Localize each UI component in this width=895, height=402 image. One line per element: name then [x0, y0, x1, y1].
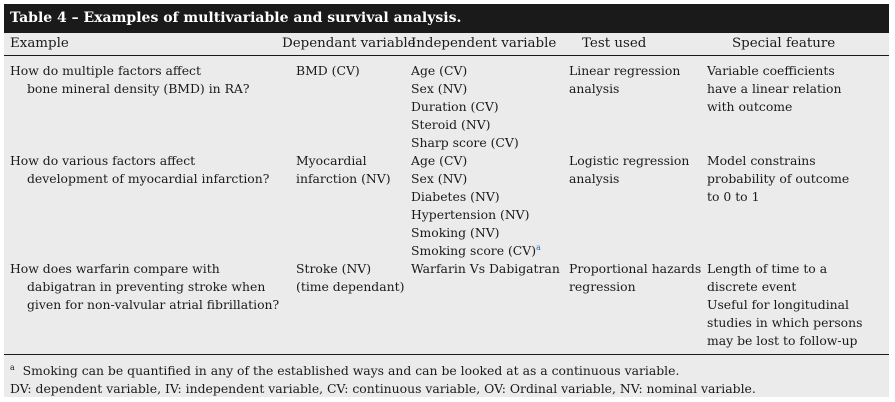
cell-line: may be lost to follow-up: [707, 333, 858, 348]
header-dependent: Dependant variable: [280, 33, 416, 56]
cell-line: Sex (NV): [411, 171, 468, 186]
cell-line: analysis: [569, 171, 620, 186]
cell-text: Smoking score (CV): [411, 243, 537, 258]
cell-line: Warfarin Vs Dabigatran: [411, 261, 560, 276]
cell-line: Variable coefficients: [707, 63, 835, 78]
table-row: How do multiple factors affect bone mine…: [4, 56, 889, 153]
cell-line: Myocardial: [296, 153, 367, 168]
cell-line: Model constrains: [707, 153, 816, 168]
cell-line: BMD (CV): [296, 63, 360, 78]
cell-line: to 0 to 1: [707, 189, 760, 204]
cell-independent: Age (CV) Sex (NV) Duration (CV) Steroid …: [408, 56, 566, 153]
cell-line: Linear regression: [569, 63, 681, 78]
abbreviations: DV: dependent variable, IV: independent …: [10, 381, 756, 396]
cell-line: given for non-valvular atrial fibrillati…: [27, 297, 280, 312]
footnote-marker-link[interactable]: a: [536, 242, 541, 252]
cell-dependent: Myocardial infarction (NV): [280, 152, 408, 260]
cell-line: Steroid (NV): [411, 117, 491, 132]
footnote-text: Smoking can be quantified in any of the …: [22, 363, 680, 378]
cell-line: Duration (CV): [411, 99, 499, 114]
header-special: Special feature: [704, 33, 889, 56]
cell-line: Hypertension (NV): [411, 207, 530, 222]
header-independent: Independent variable: [408, 33, 566, 56]
footnote: a Smoking can be quantified in any of th…: [10, 362, 883, 380]
cell-line: Length of time to a: [707, 261, 828, 276]
cell-line: have a linear relation: [707, 81, 842, 96]
cell-special: Model constrains probability of outcome …: [704, 152, 889, 260]
cell-line: Smoking (NV): [411, 225, 500, 240]
cell-line: Age (CV): [411, 153, 468, 168]
cell-line: dabigatran in preventing stroke when: [27, 279, 266, 294]
cell-special: Length of time to a discrete event Usefu…: [704, 260, 889, 355]
cell-example: How does warfarin compare with dabigatra…: [4, 260, 280, 355]
cell-independent: Age (CV) Sex (NV) Diabetes (NV) Hyperten…: [408, 152, 566, 260]
cell-line: infarction (NV): [296, 171, 391, 186]
cell-example: How do multiple factors affect bone mine…: [4, 56, 280, 153]
table-footnotes: a Smoking can be quantified in any of th…: [4, 355, 889, 398]
cell-line: Diabetes (NV): [411, 189, 500, 204]
cell-test: Proportional hazards regression: [566, 260, 704, 355]
cell-dependent: Stroke (NV) (time dependant): [280, 260, 408, 355]
cell-line: (time dependant): [296, 279, 405, 294]
header-row: Example Dependant variable Independent v…: [4, 33, 889, 56]
table-row: How does warfarin compare with dabigatra…: [4, 260, 889, 355]
cell-line: discrete event: [707, 279, 797, 294]
footnote-mark: a: [10, 362, 15, 372]
cell-line: Stroke (NV): [296, 261, 372, 276]
cell-line: development of myocardial infarction?: [27, 171, 270, 186]
header-test: Test used: [566, 33, 704, 56]
cell-line: Sex (NV): [411, 81, 468, 96]
cell-line: Proportional hazards: [569, 261, 702, 276]
cell-line: bone mineral density (BMD) in RA?: [27, 81, 250, 96]
cell-line-with-footnote: Smoking score (CV)a: [411, 242, 566, 260]
table-title: Table 4 – Examples of multivariable and …: [4, 4, 889, 33]
header-example: Example: [4, 33, 280, 56]
cell-line: Age (CV): [411, 63, 468, 78]
cell-line: analysis: [569, 81, 620, 96]
cell-line: probability of outcome: [707, 171, 850, 186]
cell-line: Logistic regression: [569, 153, 690, 168]
cell-dependent: BMD (CV): [280, 56, 408, 153]
cell-line: studies in which persons: [707, 315, 863, 330]
cell-line: How do various factors affect: [10, 153, 196, 168]
cell-test: Logistic regression analysis: [566, 152, 704, 260]
cell-independent: Warfarin Vs Dabigatran: [408, 260, 566, 355]
analysis-table: Example Dependant variable Independent v…: [4, 33, 889, 355]
table-container: Table 4 – Examples of multivariable and …: [4, 4, 889, 397]
cell-line: with outcome: [707, 99, 793, 114]
table-row: How do various factors affect developmen…: [4, 152, 889, 260]
cell-line: regression: [569, 279, 636, 294]
cell-line: How does warfarin compare with: [10, 261, 220, 276]
cell-test: Linear regression analysis: [566, 56, 704, 153]
cell-line: Useful for longitudinal: [707, 297, 849, 312]
cell-special: Variable coefficients have a linear rela…: [704, 56, 889, 153]
cell-line: Sharp score (CV): [411, 135, 519, 150]
cell-line: How do multiple factors affect: [10, 63, 201, 78]
cell-example: How do various factors affect developmen…: [4, 152, 280, 260]
